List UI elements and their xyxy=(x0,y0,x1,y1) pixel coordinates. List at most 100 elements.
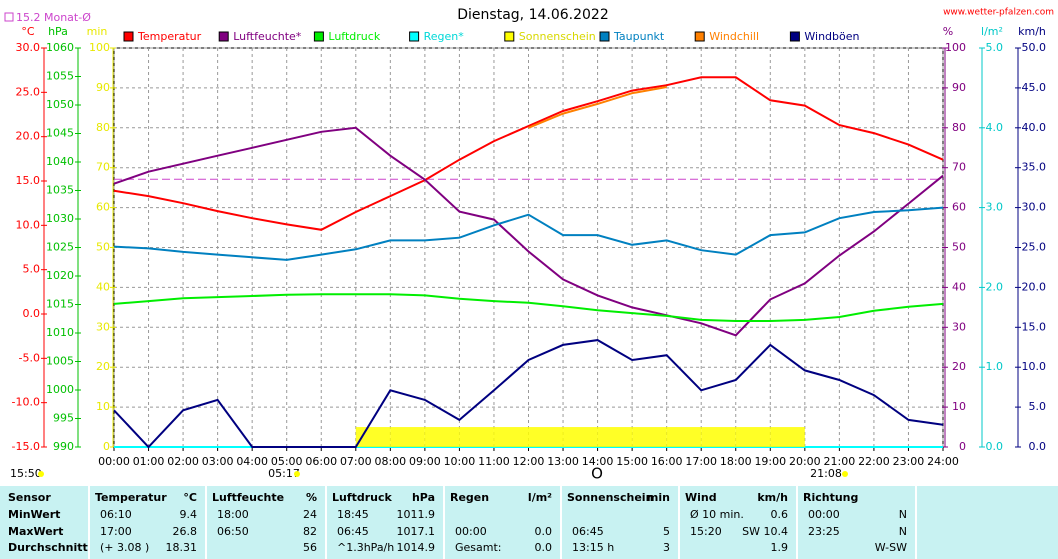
y-tick-label: 0.0 xyxy=(1029,440,1047,453)
x-tick-label: 12:00 xyxy=(513,455,545,468)
y-tick-label: 35.0 xyxy=(1022,161,1047,174)
axis-unit: % xyxy=(943,25,953,38)
x-tick-label: 19:00 xyxy=(754,455,786,468)
table-cell: 18.31 xyxy=(165,541,198,554)
table-cell: 06:45 xyxy=(572,524,604,538)
y-tick-label: 5.0 xyxy=(23,263,41,276)
x-tick-label: 06:00 xyxy=(305,455,337,468)
table-cell: Richtung xyxy=(803,491,859,504)
table-cell: MinWert xyxy=(8,508,61,521)
x-tick-label: 11:00 xyxy=(478,455,510,468)
y-tick-label: 990 xyxy=(53,440,74,453)
axis-unit: km/h xyxy=(1018,25,1046,38)
x-tick-label: 18:00 xyxy=(720,455,752,468)
y-tick-label: 0.0 xyxy=(23,307,41,320)
annotation: 15:50 xyxy=(10,467,42,480)
table-cell: 23:25 xyxy=(808,524,840,538)
y-tick-label: 50 xyxy=(952,241,966,254)
y-tick-label: 10.0 xyxy=(16,218,41,231)
y-tick-label: 995 xyxy=(53,412,74,425)
y-tick-label: 100 xyxy=(89,41,110,54)
sunshine-bar xyxy=(666,427,702,447)
annotation: O xyxy=(591,465,603,483)
table-cell: 1014.9 xyxy=(396,541,436,554)
legend-swatch xyxy=(313,31,324,42)
table-cell: N xyxy=(898,524,907,538)
chart-title: Dienstag, 14.06.2022 xyxy=(457,7,608,23)
table-cell: Gesamt: xyxy=(455,541,502,554)
sunshine-bar xyxy=(528,427,564,447)
y-tick-label: 30.0 xyxy=(16,41,41,54)
table-cell: 24 xyxy=(303,508,317,521)
table-cell: 06:10 xyxy=(100,508,132,521)
sunshine-bar xyxy=(770,427,805,447)
table-cell: 18:45 xyxy=(337,508,369,521)
table-cell: 0.6 xyxy=(770,508,789,521)
y-tick-label: 1055 xyxy=(46,70,74,83)
y-tick-label: 0.0 xyxy=(986,440,1004,453)
table-cell: ^1.3hPa/h xyxy=(337,541,395,554)
legend-label: Sonnenschein xyxy=(519,30,596,43)
y-tick-label: -5.0 xyxy=(19,351,40,364)
column-separator xyxy=(443,486,445,559)
y-tick-label: -10.0 xyxy=(12,396,40,409)
legend-label: Temperatur xyxy=(137,30,202,43)
annotation: 21:08 xyxy=(810,467,842,480)
table-cell: 0.0 xyxy=(534,541,553,554)
source: www.wetter-pfalzen.com xyxy=(943,8,1054,18)
y-tick-label: 50.0 xyxy=(1022,41,1047,54)
y-tick-label: 1025 xyxy=(46,241,74,254)
y-tick-label: 1005 xyxy=(46,355,74,368)
legend-label: Regen* xyxy=(424,30,465,43)
x-tick-label: 03:00 xyxy=(202,455,234,468)
legend-label: Windböen xyxy=(804,30,859,43)
table-cell: Durchschnitt xyxy=(8,541,88,554)
table-cell: 1.9 xyxy=(770,541,789,554)
table-cell: 82 xyxy=(303,524,317,538)
table-cell: N xyxy=(898,508,907,521)
column-separator xyxy=(88,486,90,559)
x-tick-label: 16:00 xyxy=(651,455,683,468)
y-tick-label: 1.0 xyxy=(986,360,1004,373)
y-tick-label: 20 xyxy=(96,360,110,373)
sunshine-bar xyxy=(459,427,494,447)
y-tick-label: 60 xyxy=(96,201,110,214)
column-separator xyxy=(560,486,562,559)
y-tick-label: 20 xyxy=(952,360,966,373)
y-tick-label: 4.0 xyxy=(986,121,1004,134)
table-cell: 5 xyxy=(663,524,670,538)
stats-table: Sensor Temperatur °C Luftfeuchte% Luftdruck h… xyxy=(0,486,1058,559)
table-cell: Sonnenschein xyxy=(567,491,654,504)
table-cell: 06:45 xyxy=(337,524,369,538)
table-cell: 0.0 xyxy=(534,524,553,538)
x-tick-label: 21:00 xyxy=(824,455,856,468)
y-tick-label: 15.0 xyxy=(16,174,41,187)
legend-label: Taupunkt xyxy=(613,30,665,43)
sunshine-bar xyxy=(390,427,425,447)
table-cell: Luftfeuchte xyxy=(212,491,285,504)
y-tick-label: 1020 xyxy=(46,269,74,282)
table-cell: 06:50 xyxy=(217,524,249,538)
x-tick-label: 23:00 xyxy=(893,455,925,468)
column-separator xyxy=(678,486,680,559)
sunshine-bar xyxy=(632,427,667,447)
y-tick-label: 20.0 xyxy=(1022,280,1047,293)
table-cell: Luftdruck xyxy=(332,491,392,504)
sunshine-bar xyxy=(735,427,771,447)
y-tick-label: 2.0 xyxy=(986,280,1004,293)
table-cell: W-SW xyxy=(874,541,907,554)
y-tick-label: 1035 xyxy=(46,184,74,197)
table-cell: (+ 3.08 ) xyxy=(100,541,150,554)
y-tick-label: -15.0 xyxy=(12,440,40,453)
y-tick-label: 10.0 xyxy=(1022,360,1047,373)
series-line xyxy=(113,76,944,231)
series-line xyxy=(113,293,944,322)
y-tick-label: 30 xyxy=(96,320,110,333)
y-tick-label: 1040 xyxy=(46,155,74,168)
table-cell: 18:00 xyxy=(217,508,249,521)
legend-swatch xyxy=(409,31,420,42)
table-cell: 15:20 xyxy=(690,524,722,538)
table-cell: Regen xyxy=(450,491,490,504)
column-separator xyxy=(796,486,798,559)
